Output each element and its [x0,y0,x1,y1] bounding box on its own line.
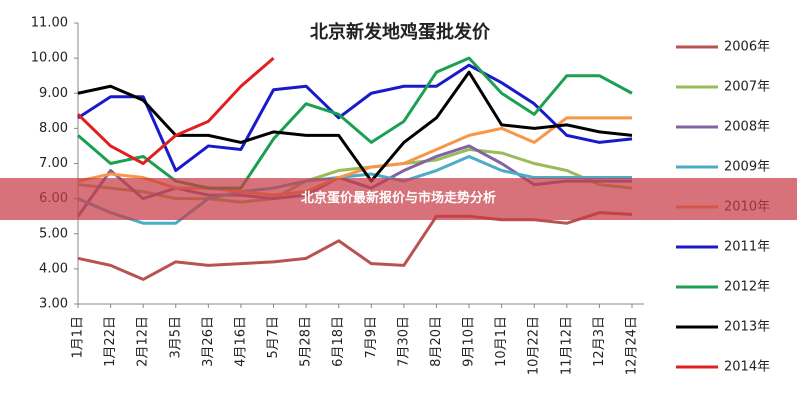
y-tick-label: 7.00 [39,156,68,171]
line-series [77,70,633,183]
x-tick-label: 10月22日 [527,316,542,375]
x-tick-label: 11月12日 [559,316,574,375]
x-tick-label: 3月26日 [201,316,216,367]
x-tick-label: 12月24日 [625,316,640,375]
x-tick-label: 12月3日 [592,316,607,367]
line-series [77,56,633,190]
x-tick-label: 9月10日 [462,316,477,367]
y-tick-label: 11.00 [31,16,68,31]
x-tick-label: 2月12日 [136,316,151,367]
y-tick-label: 8.00 [39,121,68,136]
legend-label: 2006年 [724,40,770,55]
line-series [77,154,632,225]
y-tick-label: 10.00 [31,51,68,66]
x-tick-label: 6月18日 [331,316,346,367]
legend-label: 2013年 [724,320,770,335]
x-tick-label: 7月9日 [364,316,379,359]
y-tick-label: 9.00 [39,86,68,101]
chart-title: 北京新发地鸡蛋批发价 [310,21,491,43]
x-tick-label: 5月7日 [266,316,281,359]
legend-label: 2014年 [724,360,770,375]
x-tick-label: 1月22日 [103,316,118,367]
y-tick-label: 4.00 [39,261,68,276]
x-tick-label: 4月16日 [233,316,248,367]
x-tick-label: 1月1日 [71,316,86,359]
y-tick-label: 3.00 [39,297,68,312]
legend-label: 2008年 [724,120,770,135]
legend-label: 2011年 [724,240,770,255]
x-tick-label: 5月28日 [299,316,314,367]
line-series [77,211,633,281]
y-tick-label: 5.00 [39,226,68,241]
line-series [76,56,275,165]
legend-label: 2007年 [724,80,770,95]
x-tick-label: 10月1日 [494,316,509,367]
legend-label: 2012年 [724,280,770,295]
x-tick-label: 8月20日 [429,316,444,367]
legend-label: 2009年 [724,160,770,175]
banner: 北京蛋价最新报价与市场走势分析 [0,178,797,220]
x-tick-label: 7月30日 [396,316,411,367]
x-tick-label: 3月5日 [168,316,183,359]
